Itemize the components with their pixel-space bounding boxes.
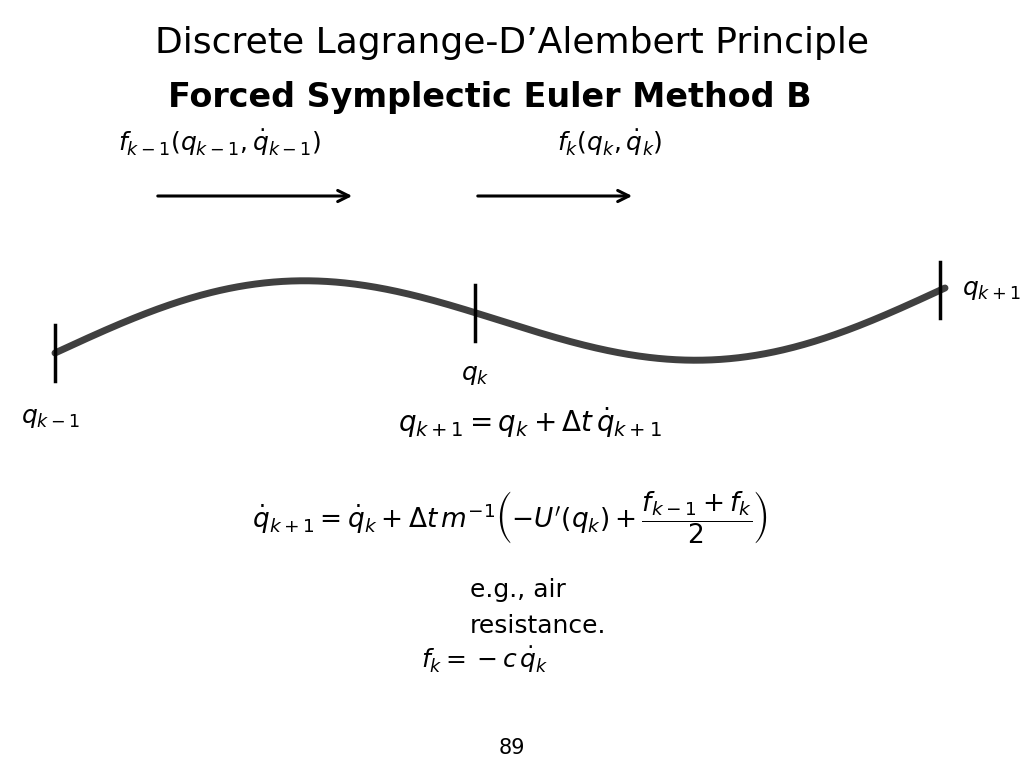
Text: Discrete Lagrange-D’Alembert Principle: Discrete Lagrange-D’Alembert Principle xyxy=(155,26,869,60)
Text: $q_{k+1} = q_k + \Delta t\, \dot{q}_{k+1}$: $q_{k+1} = q_k + \Delta t\, \dot{q}_{k+1… xyxy=(398,406,662,440)
Text: resistance.: resistance. xyxy=(470,614,606,638)
Text: e.g., air: e.g., air xyxy=(470,578,566,602)
Text: Forced Symplectic Euler Method B: Forced Symplectic Euler Method B xyxy=(168,81,812,114)
Text: 89: 89 xyxy=(499,738,525,758)
Text: $f_k = -c\, \dot{q}_k$: $f_k = -c\, \dot{q}_k$ xyxy=(421,644,549,676)
Text: $\dot{q}_{k+1} = \dot{q}_k + \Delta t\, m^{-1}\left(-U'(q_k) + \dfrac{f_{k-1} + : $\dot{q}_{k+1} = \dot{q}_k + \Delta t\, … xyxy=(252,489,768,547)
Text: $f_{k-1}(q_{k-1}, \dot{q}_{k-1})$: $f_{k-1}(q_{k-1}, \dot{q}_{k-1})$ xyxy=(119,127,322,158)
Text: $q_k$: $q_k$ xyxy=(461,362,489,386)
Text: $f_k(q_k, \dot{q}_k)$: $f_k(q_k, \dot{q}_k)$ xyxy=(557,127,663,158)
Text: $q_{k+1}$: $q_{k+1}$ xyxy=(962,278,1021,303)
Text: $q_{k-1}$: $q_{k-1}$ xyxy=(20,406,80,430)
